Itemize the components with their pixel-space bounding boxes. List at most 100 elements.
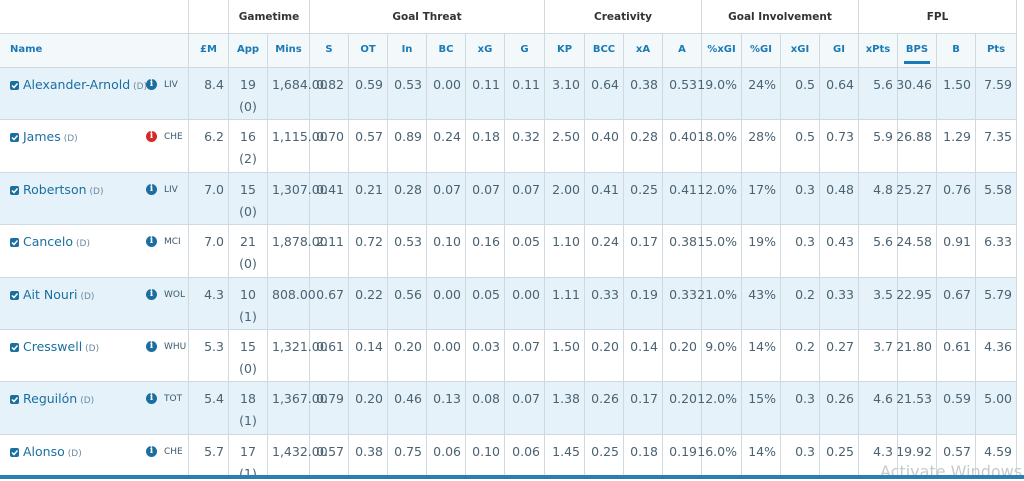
value-cell: 0.03 bbox=[466, 330, 505, 383]
checkbox[interactable] bbox=[10, 81, 19, 90]
cell-value: 0.38 bbox=[630, 77, 658, 92]
value-cell: 0.57 bbox=[310, 434, 349, 479]
checkbox[interactable] bbox=[10, 290, 19, 300]
team-code: TOT bbox=[164, 394, 183, 405]
info-icon[interactable]: i bbox=[146, 341, 157, 352]
value-cell: 0.20 bbox=[388, 330, 427, 383]
checkbox[interactable] bbox=[10, 395, 19, 405]
info-icon[interactable]: i bbox=[146, 79, 157, 90]
value-cell: 0.21 bbox=[349, 172, 388, 226]
value-cell: 17% bbox=[742, 172, 781, 226]
value-cell: 0.24 bbox=[585, 225, 624, 278]
checkbox[interactable] bbox=[10, 343, 19, 352]
value-cell: 0.05 bbox=[466, 277, 505, 330]
cell-value: 43% bbox=[748, 286, 776, 302]
checkbox[interactable] bbox=[10, 185, 19, 195]
value-cell: 0.18 bbox=[466, 120, 505, 173]
value-cell: 0.16 bbox=[466, 225, 505, 278]
cell-value: 1.11 bbox=[552, 286, 580, 302]
cell-value: 0.17 bbox=[630, 391, 658, 407]
checkbox[interactable] bbox=[10, 238, 19, 248]
value-cell: 0.46 bbox=[388, 382, 427, 435]
value-cell: 16.0% bbox=[697, 434, 742, 479]
player-name[interactable]: Cancelo (D) bbox=[23, 234, 90, 249]
value-cell: 0.00 bbox=[505, 277, 545, 330]
value-cell: 0.61 bbox=[937, 330, 976, 383]
value-cell: 0.00 bbox=[427, 68, 466, 121]
cell-value: 2.11 bbox=[316, 234, 344, 250]
info-icon[interactable]: i bbox=[146, 236, 157, 248]
player-name[interactable]: Ait Nouri (D) bbox=[23, 287, 94, 302]
column-label: xGI bbox=[790, 44, 810, 55]
cell-value: 14% bbox=[748, 443, 776, 459]
cell-value: 15 bbox=[240, 339, 256, 354]
value-cell: 1.11 bbox=[545, 277, 585, 330]
cell-value: 0.10 bbox=[433, 234, 461, 250]
cell-value: 0.89 bbox=[394, 129, 422, 145]
value-cell: 1,321.00 bbox=[268, 330, 328, 383]
column-header: A bbox=[663, 34, 702, 68]
cell-value: 14% bbox=[748, 339, 776, 354]
value-cell: 8.4 bbox=[189, 68, 229, 121]
cell-value: 28% bbox=[748, 129, 776, 145]
group-label: Creativity bbox=[593, 11, 653, 23]
column-header: xG bbox=[466, 34, 505, 68]
value-cell: 2.50 bbox=[545, 120, 585, 173]
cell-value: 1.50 bbox=[943, 77, 971, 92]
player-name[interactable]: Alexander-Arnold (D) bbox=[23, 77, 147, 92]
info-icon[interactable]: i bbox=[146, 288, 157, 300]
player-name[interactable]: James (D) bbox=[23, 129, 78, 144]
cell-value: 0.13 bbox=[433, 391, 461, 407]
column-label: xPts bbox=[865, 44, 891, 55]
player-name-text: Ait Nouri bbox=[23, 286, 78, 302]
checkbox[interactable] bbox=[10, 133, 19, 143]
cell-value: 0.64 bbox=[591, 77, 619, 92]
value-cell: 15 (0) bbox=[229, 172, 268, 226]
value-cell: 5.00 bbox=[976, 382, 1017, 435]
cell-value: 0.41 bbox=[591, 181, 619, 197]
value-cell: 0.27 bbox=[820, 330, 859, 383]
cell-value: 0.22 bbox=[355, 286, 383, 302]
info-icon[interactable]: i bbox=[146, 393, 157, 405]
value-cell: 1,684.00 bbox=[268, 68, 328, 121]
value-cell: 14% bbox=[742, 434, 781, 479]
value-cell: 19.0% bbox=[697, 68, 742, 121]
cell-value: 9.0% bbox=[705, 339, 737, 354]
column-label[interactable]: BPS bbox=[905, 44, 929, 55]
value-cell: 0.41 bbox=[585, 172, 624, 226]
value-cell: 18 (1) bbox=[229, 382, 268, 435]
cell-value: 1,367.00 bbox=[272, 391, 328, 407]
cell-value: 0.53 bbox=[394, 77, 422, 92]
value-cell: 0.64 bbox=[820, 68, 859, 121]
sub-appearances: (0) bbox=[239, 99, 257, 114]
player-name[interactable]: Cresswell (D) bbox=[23, 339, 99, 354]
value-cell: 0.22 bbox=[349, 277, 388, 330]
cell-value: 4.59 bbox=[984, 443, 1012, 459]
value-cell: 0.43 bbox=[820, 225, 859, 278]
cell-value: 5.4 bbox=[204, 391, 224, 407]
info-icon[interactable]: i bbox=[146, 131, 157, 143]
player-name[interactable]: Alonso (D) bbox=[23, 444, 82, 459]
cell-value: 5.58 bbox=[984, 181, 1012, 197]
value-cell: 0.07 bbox=[505, 172, 545, 226]
value-cell: 0.57 bbox=[349, 120, 388, 173]
column-header: G bbox=[505, 34, 545, 68]
info-icon[interactable]: i bbox=[146, 445, 157, 457]
cell-value: 0.11 bbox=[472, 77, 500, 92]
info-icon[interactable]: i bbox=[146, 183, 157, 195]
name-cell: Ait Nouri (D) i WOL bbox=[0, 277, 189, 330]
cell-value: 5.3 bbox=[204, 339, 224, 354]
cell-value: 0.20 bbox=[591, 339, 619, 354]
column-label: B bbox=[952, 44, 960, 55]
player-name[interactable]: Robertson (D) bbox=[23, 182, 103, 197]
player-name[interactable]: Reguilón (D) bbox=[23, 391, 94, 406]
cell-value: 15.0% bbox=[697, 234, 737, 250]
cell-value: 0.18 bbox=[630, 443, 658, 459]
checkbox[interactable] bbox=[10, 447, 19, 457]
value-cell: 0.33 bbox=[663, 277, 702, 330]
column-label: Pts bbox=[986, 44, 1006, 55]
value-cell: 0.28 bbox=[388, 172, 427, 226]
value-cell: 5.79 bbox=[976, 277, 1017, 330]
value-cell: 1,432.00 bbox=[268, 434, 328, 479]
team-code: WHU bbox=[164, 342, 187, 352]
